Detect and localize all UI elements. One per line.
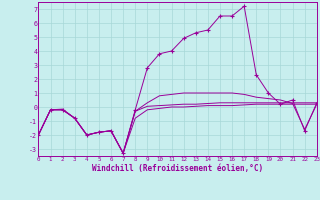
X-axis label: Windchill (Refroidissement éolien,°C): Windchill (Refroidissement éolien,°C)	[92, 164, 263, 172]
